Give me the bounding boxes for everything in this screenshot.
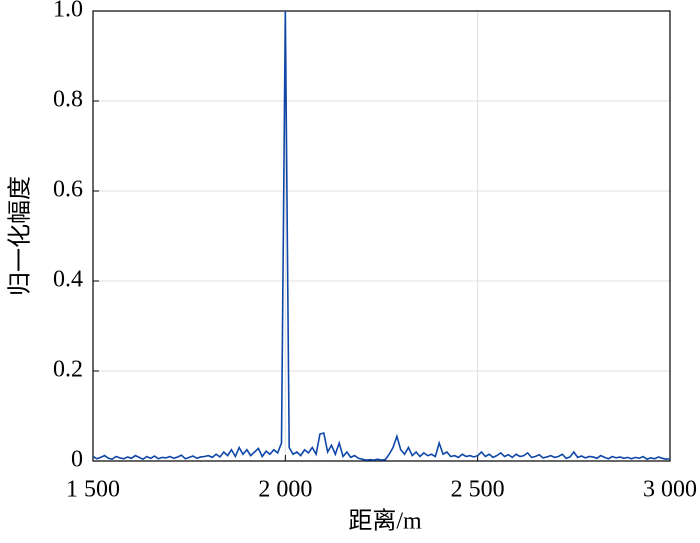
y-tick-label: 0.6 (53, 177, 83, 203)
x-axis-label: 距离/m (348, 508, 422, 535)
x-tick-label: 2 000 (258, 477, 312, 503)
plot-frame (92, 10, 671, 462)
y-tick-label: 0.4 (53, 267, 83, 293)
y-axis-label: 归一化幅度 (7, 176, 34, 296)
x-tick-label: 3 000 (643, 477, 697, 503)
y-tick-label: 0.8 (53, 87, 83, 113)
y-tick-label: 0 (71, 447, 83, 473)
data-line (92, 10, 671, 461)
y-tick-label: 1.0 (53, 0, 83, 23)
x-tick-label: 2 500 (451, 477, 505, 503)
x-tick-label: 1 500 (66, 477, 120, 503)
y-tick-label: 0.2 (53, 357, 83, 383)
